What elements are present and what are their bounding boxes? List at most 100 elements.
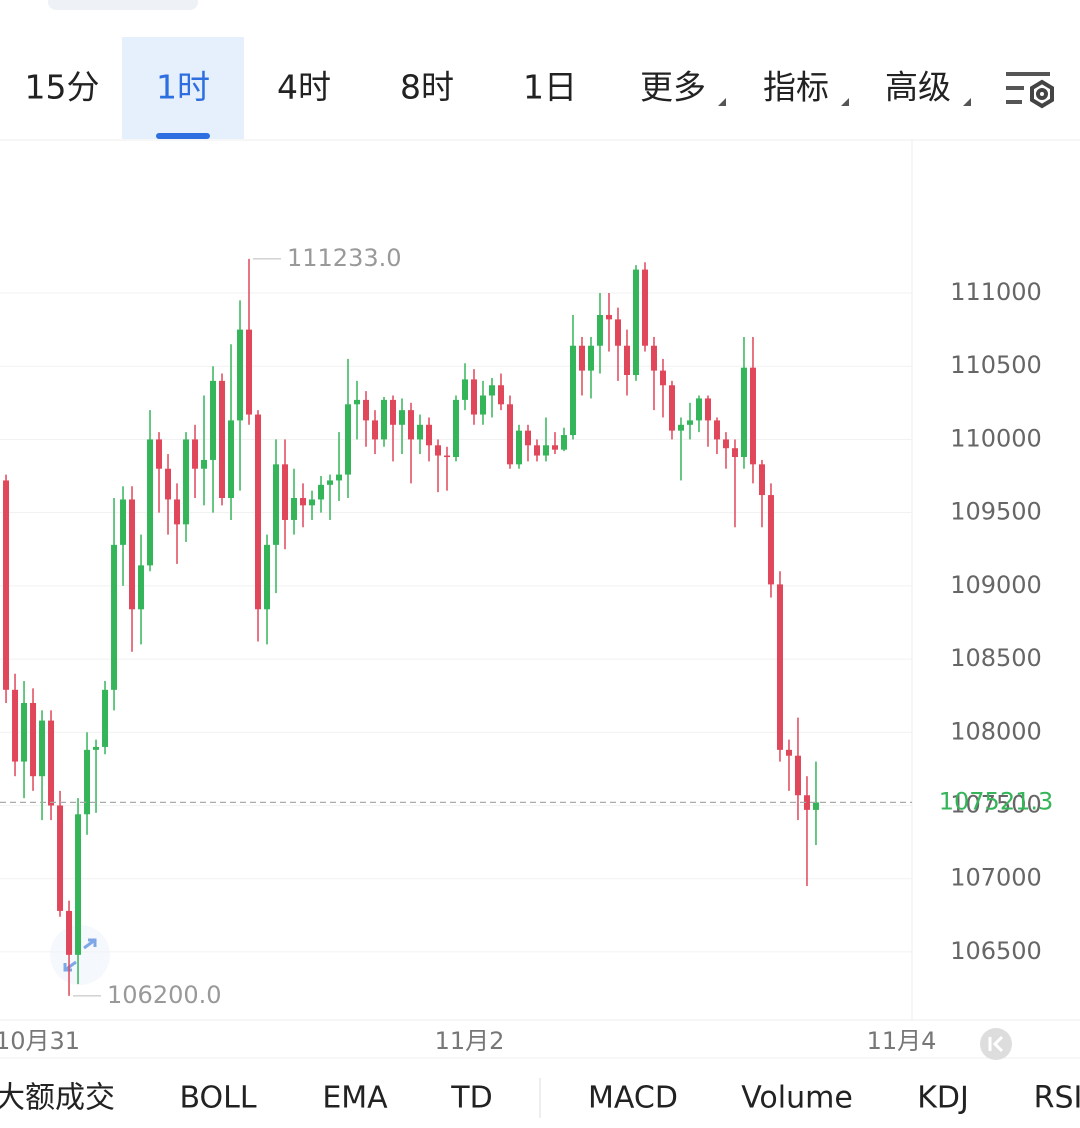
timeframe-tab[interactable]: 更多 [640, 68, 706, 107]
timeframe-tab[interactable]: 15分 [25, 68, 100, 107]
candle-body [497, 385, 504, 405]
candle-body [569, 345, 576, 436]
candle-body [183, 439, 190, 525]
candle-body [695, 398, 702, 421]
active-tab-bg [122, 37, 244, 139]
candle-body [560, 435, 567, 450]
candle-body [704, 398, 711, 421]
candle-body [255, 414, 262, 610]
candle-body [461, 379, 468, 400]
settings-icon[interactable] [1006, 72, 1054, 109]
candle-body [201, 459, 208, 469]
indicator-tab[interactable]: MACD [588, 1081, 678, 1116]
y-tick-label: 106500 [950, 937, 1042, 965]
candle-body [551, 445, 558, 450]
candle-body [354, 399, 361, 405]
candle-body [632, 269, 639, 376]
candle-body [390, 399, 397, 425]
y-tick-label: 109500 [950, 498, 1042, 526]
candle-body [147, 439, 154, 566]
extreme-label: 111233.0 [287, 244, 402, 272]
timeframe-tab[interactable]: 指标 [763, 68, 829, 107]
candle-body [587, 345, 594, 371]
timeframe-tab[interactable]: 1日 [523, 68, 577, 107]
candle-body [273, 464, 280, 545]
y-tick-label: 108500 [950, 644, 1042, 672]
candle-body [228, 420, 235, 499]
candle-body [210, 380, 217, 460]
candle-body [453, 399, 459, 458]
candle-body [129, 499, 136, 610]
candle-body [66, 910, 73, 955]
indicator-tab[interactable]: BOLL [179, 1081, 256, 1116]
candle-body [327, 480, 334, 485]
candle-body [75, 814, 82, 955]
candle-body [165, 468, 172, 500]
y-tick-label: 107500 [950, 790, 1042, 818]
candle-body [444, 455, 451, 458]
candle-body [192, 439, 199, 469]
candle-body [363, 399, 370, 421]
x-tick-label: 11月4 [867, 1027, 937, 1055]
candle-body [506, 404, 513, 465]
candle-body [264, 544, 271, 610]
candle-body [291, 498, 298, 520]
candle-body [722, 439, 729, 449]
candle-body [542, 445, 549, 456]
candle-body [623, 345, 630, 376]
candle-body [650, 345, 657, 371]
y-tick-label: 110500 [950, 351, 1042, 379]
indicator-tab[interactable]: KDJ [917, 1081, 969, 1116]
y-tick-label: 110000 [950, 424, 1042, 452]
candle-body [102, 689, 109, 747]
candle-body [93, 746, 100, 750]
timeframe-tab[interactable]: 4时 [277, 68, 331, 107]
candle-body [794, 755, 801, 796]
candle-body [605, 314, 612, 320]
x-tick-label: 11月2 [435, 1027, 505, 1055]
indicator-tab[interactable]: TD [450, 1081, 492, 1116]
candle-body [345, 404, 352, 475]
zoom-button[interactable] [50, 925, 110, 985]
candle-body [713, 420, 720, 440]
candle-body [578, 345, 585, 371]
last-price-label: 107521.3 [939, 787, 1054, 815]
indicator-tab[interactable]: Volume [741, 1081, 853, 1116]
timeframe-tab[interactable]: 8时 [400, 68, 454, 107]
indicator-tab[interactable]: 大额成交 [0, 1081, 115, 1116]
candle-body [408, 410, 415, 440]
candle-body [686, 420, 693, 425]
candle-body [30, 702, 37, 777]
dropdown-caret [841, 98, 849, 106]
timeframe-tab[interactable]: 1时 [156, 68, 210, 107]
candle-body [659, 370, 666, 386]
candle-body [21, 702, 28, 762]
candle-body [381, 399, 388, 440]
candle-body [300, 498, 307, 506]
scroll-end-button[interactable] [980, 1028, 1012, 1060]
candle-body [39, 720, 46, 777]
candle-body [237, 329, 244, 421]
candle-body [767, 495, 774, 585]
candle-body [596, 314, 603, 346]
indicator-tab[interactable]: RSI [1034, 1081, 1080, 1116]
timeframe-tab[interactable]: 高级 [885, 68, 951, 107]
candle-body [57, 805, 64, 911]
candle-body [785, 749, 792, 756]
candle-body [156, 439, 163, 469]
candle-body [48, 720, 55, 806]
candle-body [219, 380, 226, 499]
candle-body [776, 584, 783, 750]
candle-body [812, 802, 819, 810]
candle-body [749, 367, 756, 465]
indicator-tab[interactable]: EMA [322, 1081, 388, 1116]
candle-body [246, 329, 253, 415]
top-strip [48, 0, 198, 10]
y-tick-label: 111000 [950, 278, 1042, 306]
dropdown-caret [718, 98, 726, 106]
candle-body [488, 385, 495, 396]
extreme-label: 106200.0 [107, 981, 222, 1009]
active-tab-underline [156, 133, 210, 139]
candle-body [12, 689, 19, 762]
